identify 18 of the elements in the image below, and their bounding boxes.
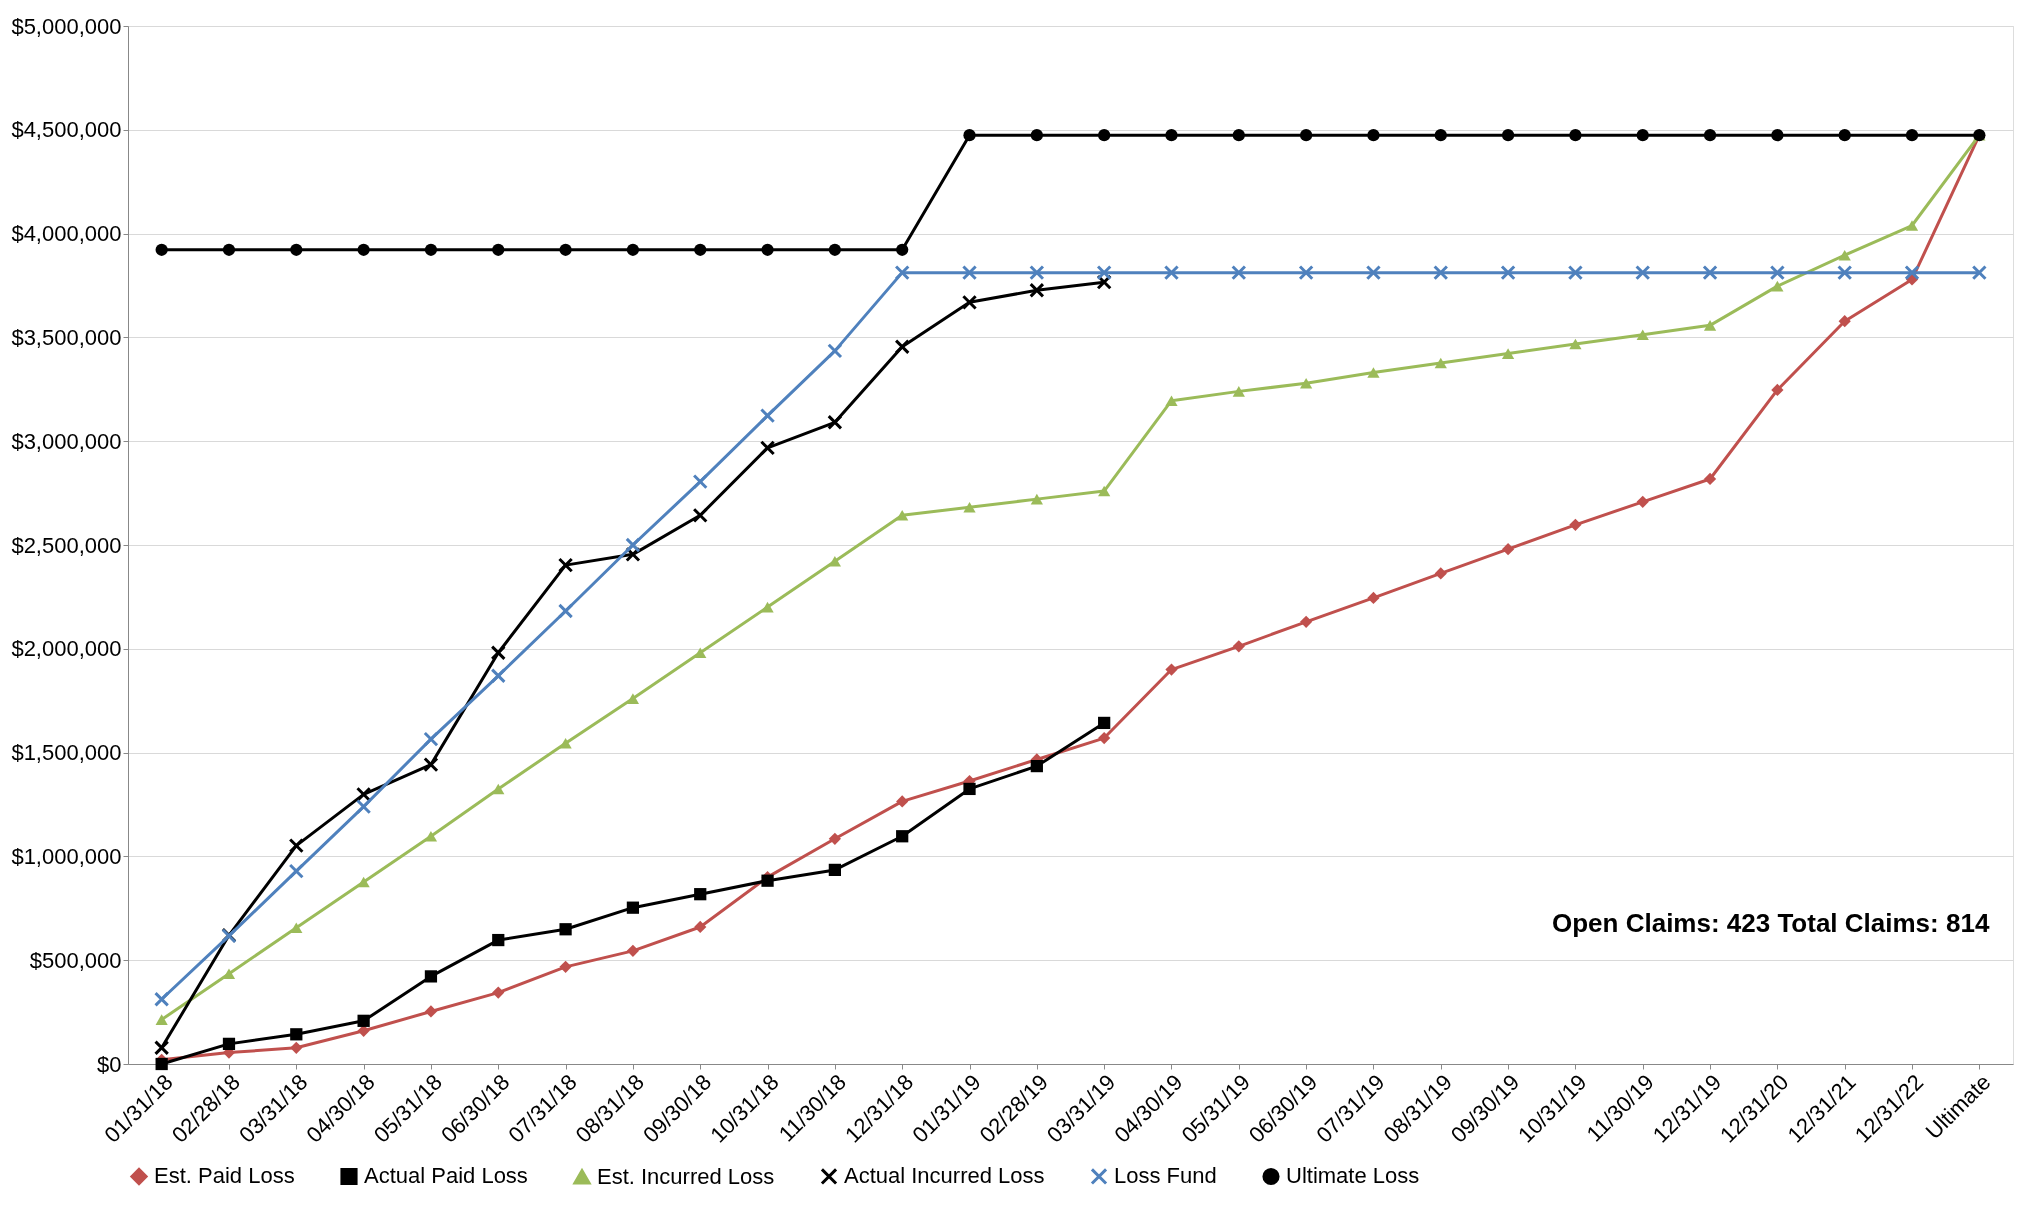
legend-label: Ultimate Loss xyxy=(1286,1163,1420,1189)
legend-label: Est. Incurred Loss xyxy=(597,1163,775,1189)
legend-label: Actual Paid Loss xyxy=(364,1163,528,1189)
y-tick-label: $2,000,000 xyxy=(11,636,122,662)
annotation: Open Claims: 423 Total Claims: 814 xyxy=(1552,907,1990,938)
y-tick-label: $3,500,000 xyxy=(11,324,122,350)
y-tick-label: $2,500,000 xyxy=(11,532,122,558)
y-tick-label: $5,000,000 xyxy=(11,13,122,39)
legend-label: Actual Incurred Loss xyxy=(844,1163,1045,1189)
legend-label: Est. Paid Loss xyxy=(154,1163,295,1189)
y-tick-label: $4,000,000 xyxy=(11,221,122,247)
y-tick-label: $4,500,000 xyxy=(11,117,122,143)
y-tick-label: $500,000 xyxy=(29,947,122,973)
y-tick-label: $3,000,000 xyxy=(11,428,122,454)
y-tick-label: $1,000,000 xyxy=(11,843,122,869)
legend-label: Loss Fund xyxy=(1114,1163,1217,1189)
y-tick-label: $1,500,000 xyxy=(11,740,122,766)
y-tick-label: $0 xyxy=(97,1051,122,1077)
